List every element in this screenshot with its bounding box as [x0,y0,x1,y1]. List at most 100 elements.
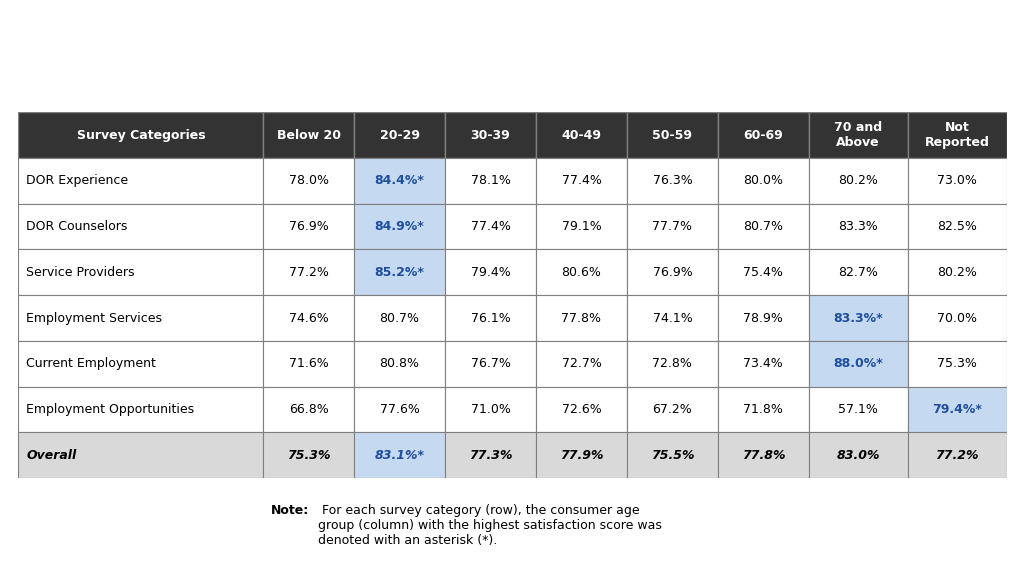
Bar [627,295,718,341]
Text: 72.7%: 72.7% [561,357,601,370]
Text: 84.4%*: 84.4%* [375,175,425,187]
Text: 74.1%: 74.1% [652,312,692,324]
Text: 30-39: 30-39 [471,128,510,142]
Bar [536,341,627,386]
Bar [907,249,1007,295]
Text: 83.0%: 83.0% [837,449,880,462]
Text: 72.8%: 72.8% [652,357,692,370]
Text: Service Providers: Service Providers [27,266,135,279]
Text: Note:: Note: [271,504,309,517]
Text: 57.1%: 57.1% [839,403,879,416]
Bar [718,112,809,158]
Bar [354,112,445,158]
Text: 76.9%: 76.9% [289,220,329,233]
Bar [536,158,627,204]
Text: Current Employment: Current Employment [27,357,157,370]
Bar [809,295,907,341]
Text: For each survey category (row), the consumer age
group (column) with the highest: For each survey category (row), the cons… [318,504,663,547]
Text: 76.1%: 76.1% [471,312,510,324]
Bar [536,295,627,341]
Bar [627,386,718,433]
Bar [263,341,354,386]
Bar [536,433,627,478]
Text: 71.6%: 71.6% [289,357,329,370]
Text: 80.6%: 80.6% [561,266,601,279]
Text: 77.2%: 77.2% [935,449,979,462]
Bar [354,249,445,295]
Bar [718,386,809,433]
Bar [263,158,354,204]
Text: 80.2%: 80.2% [937,266,977,279]
Bar [907,433,1007,478]
Text: 76.3%: 76.3% [652,175,692,187]
Bar [445,158,536,204]
Bar [18,386,263,433]
Bar [18,204,263,249]
Text: 75.3%: 75.3% [937,357,977,370]
Bar [718,295,809,341]
Bar [627,158,718,204]
Bar [263,433,354,478]
Text: 80.2%: 80.2% [839,175,879,187]
Text: 74.6%: 74.6% [289,312,329,324]
Bar [718,204,809,249]
Text: 75.5%: 75.5% [650,449,694,462]
Text: 83.3%*: 83.3%* [834,312,883,324]
Text: 70.0%: 70.0% [937,312,977,324]
Text: 77.6%: 77.6% [380,403,420,416]
Text: 77.4%: 77.4% [471,220,511,233]
Text: 76.7%: 76.7% [471,357,511,370]
Text: DOR Counselors: DOR Counselors [27,220,128,233]
Bar [354,433,445,478]
Bar [627,112,718,158]
Text: 78.0%: 78.0% [289,175,329,187]
Bar [718,433,809,478]
Text: 77.3%: 77.3% [469,449,512,462]
Text: 72.6%: 72.6% [561,403,601,416]
Text: 80.7%: 80.7% [743,220,783,233]
Text: 83.1%*: 83.1%* [375,449,425,462]
Bar [907,204,1007,249]
Text: 67.2%: 67.2% [652,403,692,416]
Bar [809,341,907,386]
Bar [354,158,445,204]
Text: 75.4%: 75.4% [743,266,783,279]
Bar [263,204,354,249]
Text: 83.3%: 83.3% [839,220,879,233]
Text: Employment Opportunities: Employment Opportunities [27,403,195,416]
Bar [445,386,536,433]
Bar [627,249,718,295]
Bar [354,204,445,249]
Text: 75.3%: 75.3% [287,449,331,462]
Text: 78.9%: 78.9% [743,312,783,324]
Text: 77.9%: 77.9% [560,449,603,462]
Bar [18,112,263,158]
Bar [907,158,1007,204]
Text: 77.2%: 77.2% [289,266,329,279]
Text: 82.5%: 82.5% [937,220,977,233]
Bar [536,386,627,433]
Text: 79.1%: 79.1% [561,220,601,233]
Bar [263,249,354,295]
Bar [627,433,718,478]
Bar [718,249,809,295]
Bar [263,295,354,341]
Bar [718,341,809,386]
Bar [445,295,536,341]
Bar [809,386,907,433]
Bar [536,204,627,249]
Text: 77.4%: 77.4% [561,175,601,187]
Text: 71.8%: 71.8% [743,403,783,416]
Text: 66.8%: 66.8% [289,403,329,416]
Bar [809,433,907,478]
Bar [536,112,627,158]
Text: 20-29: 20-29 [380,128,420,142]
Bar [907,295,1007,341]
Text: 80.7%: 80.7% [380,312,420,324]
Text: 77.7%: 77.7% [652,220,692,233]
Bar [809,249,907,295]
Bar [445,112,536,158]
Bar [809,204,907,249]
Bar [445,249,536,295]
Text: Survey Categories: Survey Categories [77,128,205,142]
